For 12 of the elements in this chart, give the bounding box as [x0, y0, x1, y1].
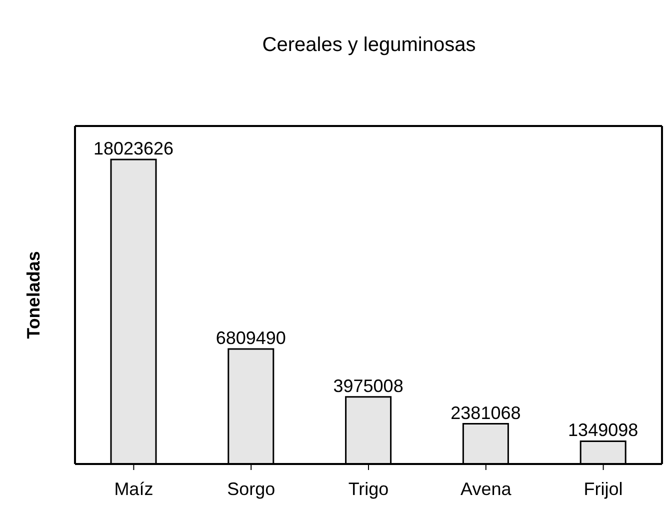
x-tick-label: Sorgo [227, 478, 276, 499]
x-tick-label: Avena [460, 478, 512, 499]
data-label: 3975008 [333, 376, 404, 396]
x-tick-label: Trigo [348, 478, 389, 499]
data-label: 2381068 [450, 402, 521, 423]
data-label: 18023626 [93, 138, 174, 158]
y-axis-title: Toneladas [23, 251, 44, 339]
data-label: 1349098 [568, 420, 638, 440]
x-tick-label: Frijol [584, 478, 623, 499]
data-label: 6809490 [216, 328, 286, 348]
chart-title: Cereales y leguminosas [261, 34, 477, 57]
x-tick-label: Maíz [114, 478, 154, 499]
